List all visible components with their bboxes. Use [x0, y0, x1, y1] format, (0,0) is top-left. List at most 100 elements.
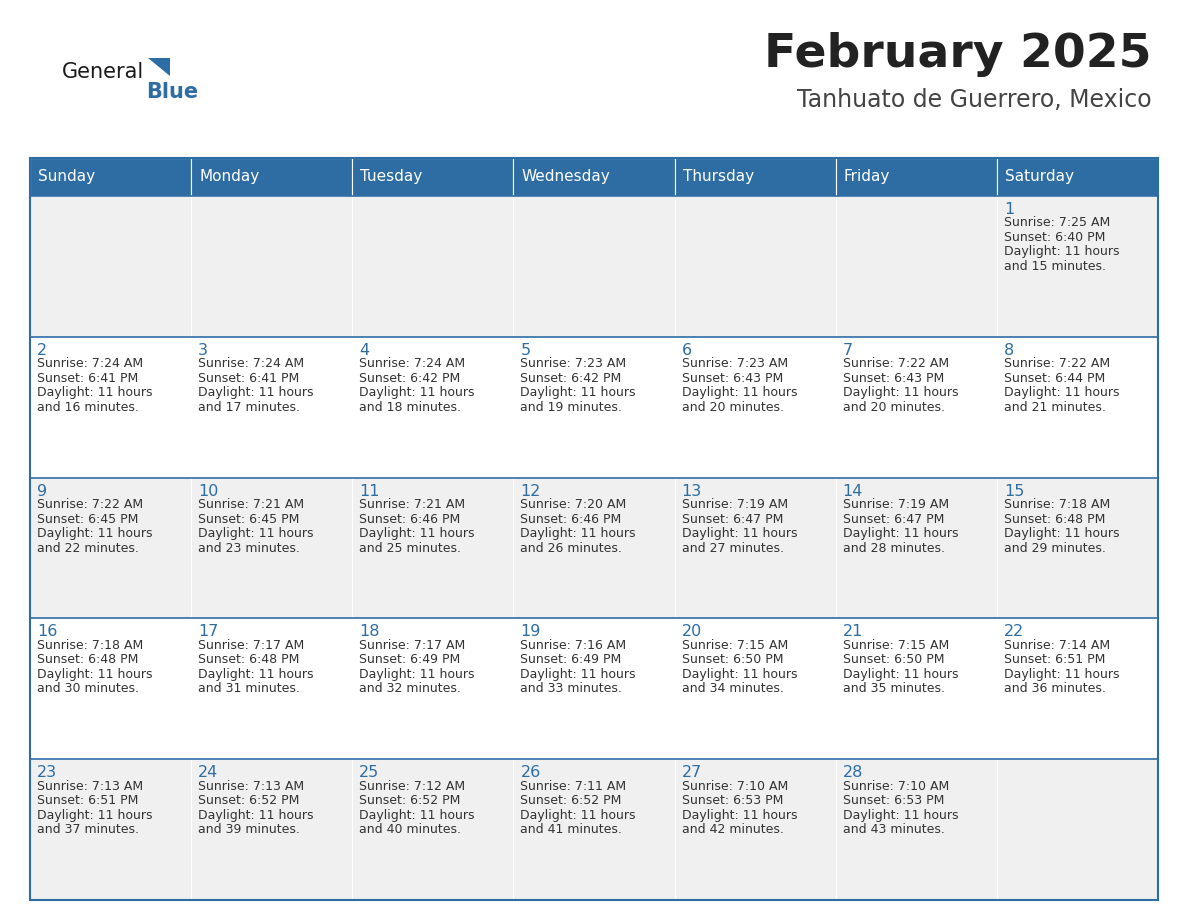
Text: Sunrise: 7:22 AM: Sunrise: 7:22 AM	[1004, 357, 1110, 370]
Bar	[513, 759, 675, 900]
Text: Daylight: 11 hours: Daylight: 11 hours	[520, 386, 636, 399]
Text: Daylight: 11 hours: Daylight: 11 hours	[198, 527, 314, 540]
Text: Sunrise: 7:20 AM: Sunrise: 7:20 AM	[520, 498, 627, 511]
Text: Sunrise: 7:17 AM: Sunrise: 7:17 AM	[198, 639, 304, 652]
Text: 26: 26	[520, 766, 541, 780]
Text: Sunrise: 7:21 AM: Sunrise: 7:21 AM	[198, 498, 304, 511]
Text: 24: 24	[198, 766, 219, 780]
Text: and 42 minutes.: and 42 minutes.	[682, 823, 783, 836]
Text: 1: 1	[1004, 202, 1015, 217]
Text: 8: 8	[1004, 342, 1015, 358]
Text: Sunset: 6:53 PM: Sunset: 6:53 PM	[682, 794, 783, 807]
Text: 5: 5	[520, 342, 531, 358]
Bar	[997, 337, 1158, 477]
Text: Daylight: 11 hours: Daylight: 11 hours	[520, 527, 636, 540]
Text: and 34 minutes.: and 34 minutes.	[682, 682, 783, 696]
Bar	[353, 619, 513, 759]
Text: Daylight: 11 hours: Daylight: 11 hours	[359, 386, 475, 399]
Text: Daylight: 11 hours: Daylight: 11 hours	[1004, 527, 1119, 540]
Text: and 36 minutes.: and 36 minutes.	[1004, 682, 1106, 696]
Text: Sunset: 6:50 PM: Sunset: 6:50 PM	[842, 654, 944, 666]
Text: Sunrise: 7:24 AM: Sunrise: 7:24 AM	[37, 357, 143, 370]
Text: 15: 15	[1004, 484, 1024, 498]
Text: Daylight: 11 hours: Daylight: 11 hours	[37, 386, 152, 399]
Text: Tanhuato de Guerrero, Mexico: Tanhuato de Guerrero, Mexico	[797, 88, 1152, 112]
Text: 2: 2	[37, 342, 48, 358]
Text: Daylight: 11 hours: Daylight: 11 hours	[1004, 245, 1119, 259]
Text: Monday: Monday	[200, 170, 259, 185]
Text: 21: 21	[842, 624, 864, 640]
Text: 13: 13	[682, 484, 702, 498]
Text: Sunset: 6:48 PM: Sunset: 6:48 PM	[1004, 512, 1105, 526]
Text: and 29 minutes.: and 29 minutes.	[1004, 542, 1106, 554]
Text: 14: 14	[842, 484, 864, 498]
Text: Sunrise: 7:23 AM: Sunrise: 7:23 AM	[682, 357, 788, 370]
Text: Sunset: 6:40 PM: Sunset: 6:40 PM	[1004, 231, 1105, 244]
Text: Daylight: 11 hours: Daylight: 11 hours	[520, 668, 636, 681]
Text: and 27 minutes.: and 27 minutes.	[682, 542, 784, 554]
Text: Sunrise: 7:10 AM: Sunrise: 7:10 AM	[682, 779, 788, 793]
Text: Sunset: 6:51 PM: Sunset: 6:51 PM	[1004, 654, 1105, 666]
Text: General: General	[62, 62, 144, 82]
Bar	[30, 196, 191, 337]
Text: Sunset: 6:41 PM: Sunset: 6:41 PM	[198, 372, 299, 385]
Text: and 23 minutes.: and 23 minutes.	[198, 542, 301, 554]
Text: 9: 9	[37, 484, 48, 498]
Text: Sunset: 6:41 PM: Sunset: 6:41 PM	[37, 372, 138, 385]
Text: Daylight: 11 hours: Daylight: 11 hours	[37, 668, 152, 681]
Text: Sunset: 6:44 PM: Sunset: 6:44 PM	[1004, 372, 1105, 385]
Text: Daylight: 11 hours: Daylight: 11 hours	[359, 809, 475, 822]
Bar	[675, 477, 835, 619]
Bar	[191, 477, 353, 619]
Text: Thursday: Thursday	[683, 170, 753, 185]
Bar	[835, 337, 997, 477]
Text: Sunrise: 7:15 AM: Sunrise: 7:15 AM	[682, 639, 788, 652]
Text: Daylight: 11 hours: Daylight: 11 hours	[359, 668, 475, 681]
Text: Daylight: 11 hours: Daylight: 11 hours	[682, 668, 797, 681]
Bar	[30, 158, 1158, 900]
Bar	[997, 158, 1158, 196]
Text: 18: 18	[359, 624, 380, 640]
Text: Sunrise: 7:18 AM: Sunrise: 7:18 AM	[1004, 498, 1110, 511]
Text: and 40 minutes.: and 40 minutes.	[359, 823, 461, 836]
Bar	[353, 158, 513, 196]
Text: Saturday: Saturday	[1005, 170, 1074, 185]
Bar	[30, 337, 191, 477]
Text: Sunset: 6:43 PM: Sunset: 6:43 PM	[842, 372, 944, 385]
Text: and 17 minutes.: and 17 minutes.	[198, 401, 301, 414]
Bar	[30, 477, 191, 619]
Bar	[513, 477, 675, 619]
Bar	[997, 759, 1158, 900]
Bar	[513, 158, 675, 196]
Text: Sunset: 6:47 PM: Sunset: 6:47 PM	[842, 512, 944, 526]
Text: Daylight: 11 hours: Daylight: 11 hours	[682, 386, 797, 399]
Text: Sunset: 6:47 PM: Sunset: 6:47 PM	[682, 512, 783, 526]
Text: Sunrise: 7:19 AM: Sunrise: 7:19 AM	[842, 498, 949, 511]
Bar	[513, 619, 675, 759]
Text: Sunset: 6:52 PM: Sunset: 6:52 PM	[359, 794, 461, 807]
Text: and 21 minutes.: and 21 minutes.	[1004, 401, 1106, 414]
Text: Daylight: 11 hours: Daylight: 11 hours	[520, 809, 636, 822]
Text: Friday: Friday	[843, 170, 890, 185]
Text: 12: 12	[520, 484, 541, 498]
Text: Sunset: 6:45 PM: Sunset: 6:45 PM	[198, 512, 299, 526]
Bar	[30, 158, 191, 196]
Text: Daylight: 11 hours: Daylight: 11 hours	[198, 386, 314, 399]
Bar	[191, 337, 353, 477]
Text: Sunrise: 7:18 AM: Sunrise: 7:18 AM	[37, 639, 144, 652]
Text: Daylight: 11 hours: Daylight: 11 hours	[842, 668, 959, 681]
Text: and 43 minutes.: and 43 minutes.	[842, 823, 944, 836]
Text: 28: 28	[842, 766, 864, 780]
Text: and 16 minutes.: and 16 minutes.	[37, 401, 139, 414]
Text: Sunrise: 7:11 AM: Sunrise: 7:11 AM	[520, 779, 626, 793]
Bar	[513, 196, 675, 337]
Text: Sunrise: 7:14 AM: Sunrise: 7:14 AM	[1004, 639, 1110, 652]
Text: 27: 27	[682, 766, 702, 780]
Text: Sunrise: 7:15 AM: Sunrise: 7:15 AM	[842, 639, 949, 652]
Text: and 32 minutes.: and 32 minutes.	[359, 682, 461, 696]
Text: Daylight: 11 hours: Daylight: 11 hours	[682, 809, 797, 822]
Text: Daylight: 11 hours: Daylight: 11 hours	[1004, 668, 1119, 681]
Text: Sunrise: 7:17 AM: Sunrise: 7:17 AM	[359, 639, 466, 652]
Text: Sunrise: 7:13 AM: Sunrise: 7:13 AM	[198, 779, 304, 793]
Text: 20: 20	[682, 624, 702, 640]
